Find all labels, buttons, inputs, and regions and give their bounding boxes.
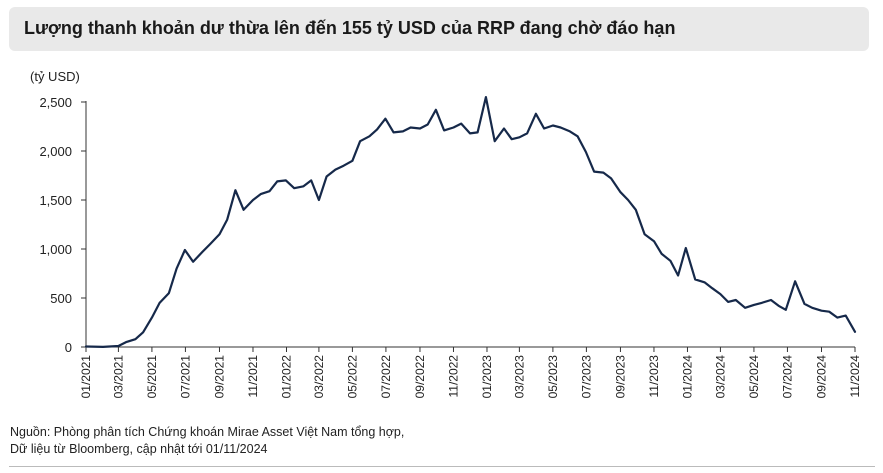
source-note: Nguồn: Phòng phân tích Chứng khoán Mirae… [10,424,404,458]
x-axis-ticks: 01/2021 03/2021 05/2021 07/2021 09/2021 11/20… [79,347,862,398]
x-tick-label: 07/2023 [579,355,593,399]
x-tick-label: 07/2024 [780,355,794,399]
x-tick-label: 05/2023 [546,355,560,399]
chart-title: Lượng thanh khoản dư thừa lên đến 155 tỷ… [24,18,676,38]
y-tick-label: 2,000 [39,144,72,159]
x-tick-label: 09/2024 [814,355,828,399]
chart-axes [85,101,855,348]
x-tick-label: 11/2024 [848,355,862,398]
x-tick-label: 01/2022 [279,355,293,399]
bottom-divider [9,466,875,467]
x-tick-label: 03/2024 [713,355,727,399]
source-line-1: Nguồn: Phòng phân tích Chứng khoán Mirae… [10,425,405,439]
x-tick-label: 01/2024 [680,355,694,399]
x-tick-label: 07/2022 [379,355,393,399]
x-tick-label: 05/2022 [345,355,359,399]
x-tick-label: 11/2022 [446,355,460,398]
y-tick-label: 0 [65,340,72,355]
x-tick-label: 05/2024 [747,355,761,399]
x-tick-label: 11/2021 [246,355,260,398]
y-axis-unit-label: (tỷ USD) [30,69,80,84]
x-tick-label: 09/2023 [613,355,627,399]
y-axis-ticks: 0 500 1,000 1,500 2,000 2,500 [39,95,86,355]
x-tick-label: 01/2021 [79,355,93,399]
x-tick-label: 11/2023 [647,355,661,398]
series-group [84,96,857,348]
x-tick-label: 09/2021 [212,355,226,399]
y-tick-label: 2,500 [39,95,72,110]
x-tick-label: 05/2021 [145,355,159,399]
x-tick-label: 09/2022 [413,355,427,399]
y-tick-label: 500 [50,291,72,306]
y-tick-label: 1,500 [39,193,72,208]
x-tick-label: 03/2022 [312,355,326,399]
x-tick-label: 01/2023 [480,355,494,399]
series-line-rrp [84,96,857,348]
x-tick-label: 03/2023 [512,355,526,399]
x-tick-label: 03/2021 [111,355,125,399]
y-tick-label: 1,000 [39,242,72,257]
source-line-2: Dữ liệu từ Bloomberg, cập nhật tới 01/11… [10,442,268,456]
x-tick-label: 07/2021 [178,355,192,399]
title-bar: Lượng thanh khoản dư thừa lên đến 155 tỷ… [9,7,869,51]
